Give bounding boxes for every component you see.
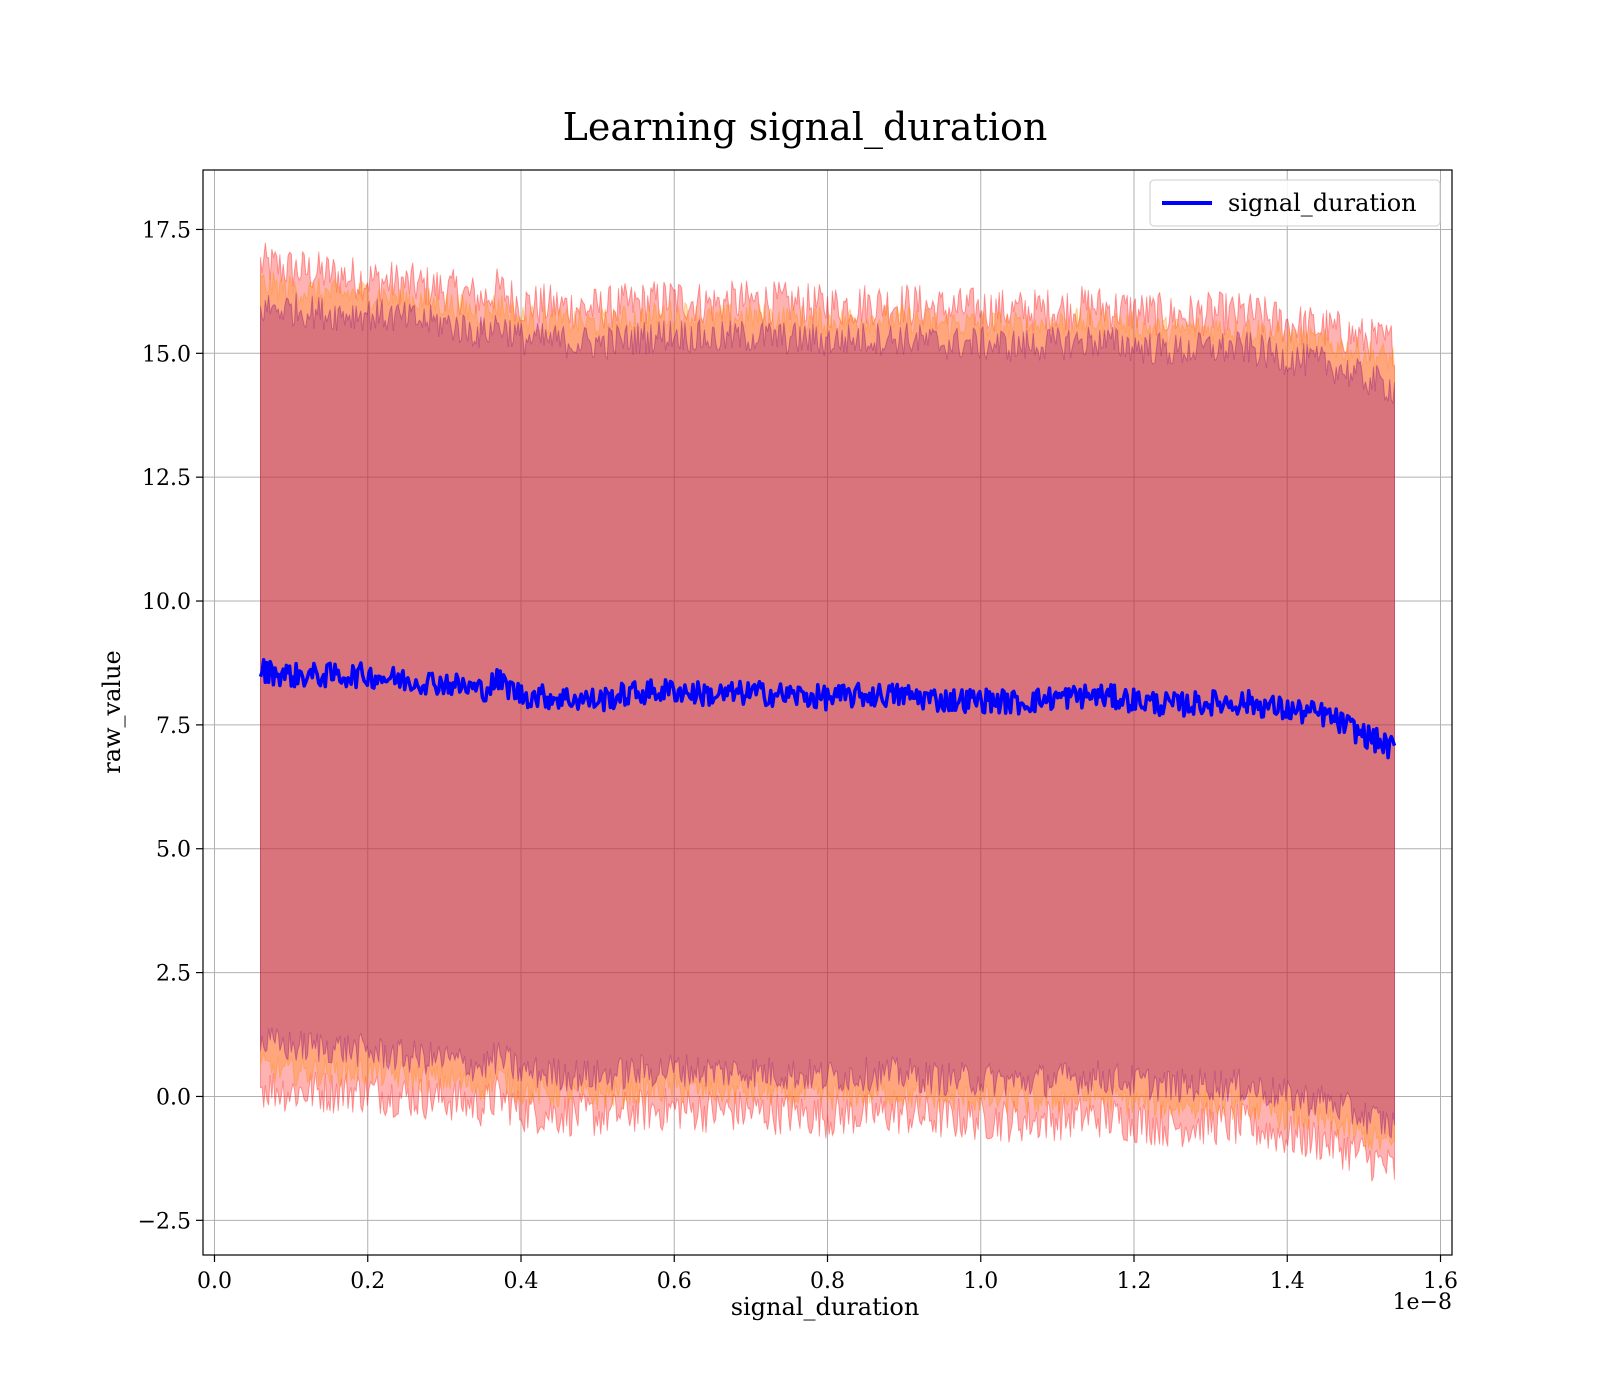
x-tick-label: 1.4 bbox=[1270, 1269, 1305, 1294]
chart-title: Learning signal_duration bbox=[563, 105, 1048, 150]
x-axis-label: signal_duration bbox=[731, 1293, 920, 1321]
series-line-signal_duration bbox=[258, 658, 1397, 760]
y-tick-label: 5.0 bbox=[156, 838, 191, 863]
y-tick-label: 10.0 bbox=[142, 590, 191, 615]
plot-area: 0.0 0.2 0.4 0.6 0.8 1.0 1.2 1.4 1.6 −2.5 0.0 2.5 5.0… bbox=[138, 169, 1458, 1294]
x-tick-label: 0.4 bbox=[503, 1269, 538, 1294]
x-axis-offset-label: 1e−8 bbox=[1393, 1290, 1452, 1315]
x-tick-label: 1.0 bbox=[963, 1269, 998, 1294]
legend-label: signal_duration bbox=[1228, 189, 1417, 217]
x-tick-label: 0.0 bbox=[197, 1269, 232, 1294]
y-tick-label: 7.5 bbox=[156, 714, 191, 739]
confidence-band-3 bbox=[260, 292, 1395, 1140]
x-tick-label: 1.2 bbox=[1117, 1269, 1152, 1294]
x-tick-label: 0.2 bbox=[350, 1269, 385, 1294]
y-axis-label: raw_value bbox=[98, 650, 126, 774]
x-tick-label: 0.6 bbox=[657, 1269, 692, 1294]
x-tick-label: 1.6 bbox=[1423, 1269, 1458, 1294]
y-tick-label: 0.0 bbox=[156, 1085, 191, 1110]
y-tick-label: 2.5 bbox=[156, 962, 191, 987]
x-tick-label: 0.8 bbox=[810, 1269, 845, 1294]
y-tick-label: 15.0 bbox=[142, 342, 191, 367]
y-tick-label: 12.5 bbox=[142, 466, 191, 491]
y-tick-label: 17.5 bbox=[142, 218, 191, 243]
confidence-band-1 bbox=[260, 242, 1395, 1182]
confidence-band-2 bbox=[260, 271, 1395, 1151]
y-tick-label: −2.5 bbox=[138, 1209, 191, 1234]
legend-box bbox=[1149, 179, 1441, 227]
